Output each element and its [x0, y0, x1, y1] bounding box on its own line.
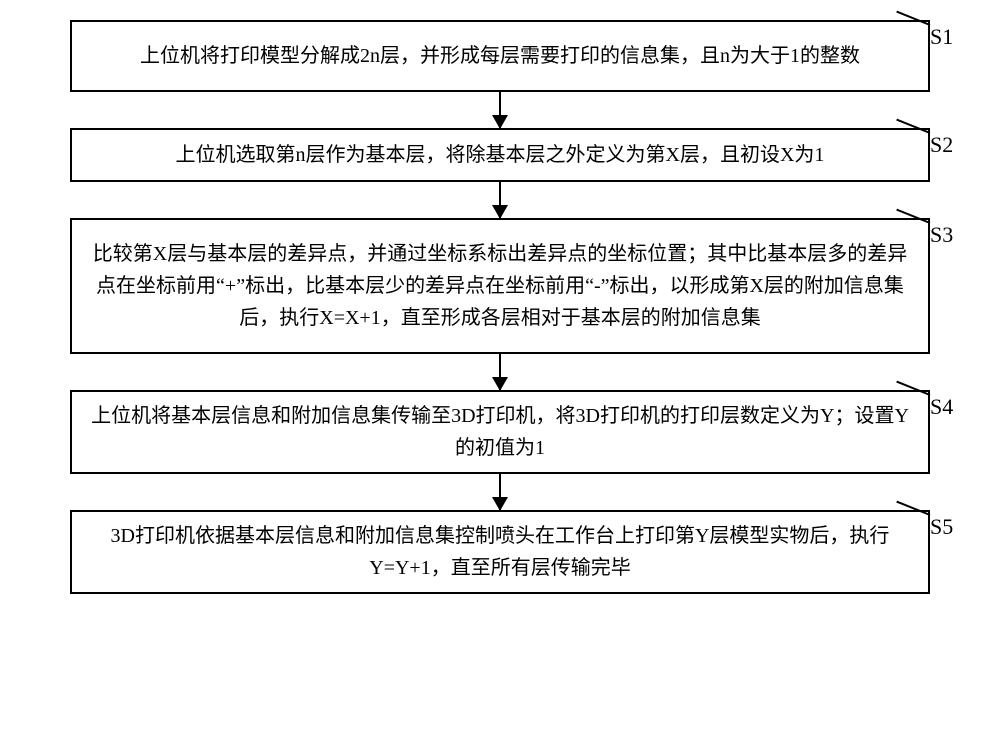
- step-label: S4: [930, 394, 953, 420]
- step-label: S1: [930, 24, 953, 50]
- step-label: S5: [930, 514, 953, 540]
- flowchart-container: 上位机将打印模型分解成2n层，并形成每层需要打印的信息集，且n为大于1的整数 S…: [0, 20, 1000, 594]
- step-s5: 3D打印机依据基本层信息和附加信息集控制喷头在工作台上打印第Y层模型实物后，执行…: [70, 510, 930, 594]
- step-label: S3: [930, 222, 953, 248]
- step-text: 上位机将打印模型分解成2n层，并形成每层需要打印的信息集，且n为大于1的整数: [140, 40, 860, 72]
- step-box: 上位机将基本层信息和附加信息集传输至3D打印机，将3D打印机的打印层数定义为Y；…: [70, 390, 930, 474]
- step-text: 上位机选取第n层作为基本层，将除基本层之外定义为第X层，且初设X为1: [176, 139, 825, 171]
- step-s1: 上位机将打印模型分解成2n层，并形成每层需要打印的信息集，且n为大于1的整数 S…: [70, 20, 930, 92]
- step-s4: 上位机将基本层信息和附加信息集传输至3D打印机，将3D打印机的打印层数定义为Y；…: [70, 390, 930, 474]
- step-text: 3D打印机依据基本层信息和附加信息集控制喷头在工作台上打印第Y层模型实物后，执行…: [84, 520, 916, 584]
- arrow-s1-s2: [499, 92, 501, 128]
- arrow-s4-s5: [499, 474, 501, 510]
- step-text: 上位机将基本层信息和附加信息集传输至3D打印机，将3D打印机的打印层数定义为Y；…: [84, 400, 916, 464]
- arrow-s2-s3: [499, 182, 501, 218]
- step-s2: 上位机选取第n层作为基本层，将除基本层之外定义为第X层，且初设X为1 S2: [70, 128, 930, 182]
- arrow-s3-s4: [499, 354, 501, 390]
- step-text: 比较第X层与基本层的差异点，并通过坐标系标出差异点的坐标位置；其中比基本层多的差…: [84, 238, 916, 334]
- step-label: S2: [930, 132, 953, 158]
- step-box: 3D打印机依据基本层信息和附加信息集控制喷头在工作台上打印第Y层模型实物后，执行…: [70, 510, 930, 594]
- step-box: 上位机选取第n层作为基本层，将除基本层之外定义为第X层，且初设X为1: [70, 128, 930, 182]
- step-box: 上位机将打印模型分解成2n层，并形成每层需要打印的信息集，且n为大于1的整数: [70, 20, 930, 92]
- step-box: 比较第X层与基本层的差异点，并通过坐标系标出差异点的坐标位置；其中比基本层多的差…: [70, 218, 930, 354]
- step-s3: 比较第X层与基本层的差异点，并通过坐标系标出差异点的坐标位置；其中比基本层多的差…: [70, 218, 930, 354]
